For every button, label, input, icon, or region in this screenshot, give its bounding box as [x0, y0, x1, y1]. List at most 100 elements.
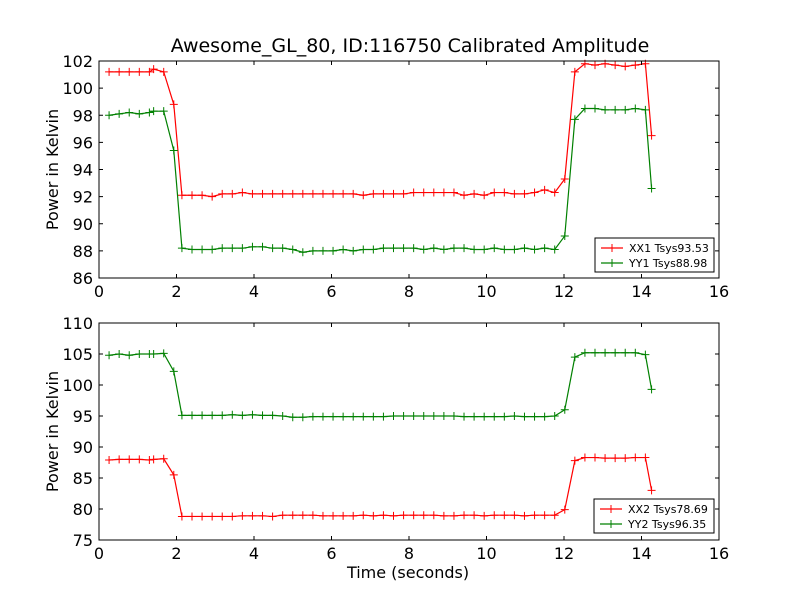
data-point: [419, 188, 428, 197]
data-point: [218, 244, 227, 253]
data-point: [530, 188, 539, 197]
data-point: [125, 351, 134, 360]
data-point: [510, 511, 519, 520]
y-tick-label: 75: [73, 531, 93, 550]
data-point: [611, 454, 620, 463]
data-point: [389, 511, 398, 520]
data-point: [278, 511, 287, 520]
y-tick-label: 80: [73, 500, 93, 519]
data-point: [268, 512, 277, 521]
data-point: [125, 67, 134, 76]
data-point: [601, 105, 610, 114]
data-point: [329, 246, 338, 255]
x-tick-label: 4: [249, 282, 259, 301]
x-tick-label: 10: [476, 282, 496, 301]
data-point: [278, 189, 287, 198]
data-point: [580, 453, 589, 462]
data-point: [631, 61, 640, 70]
data-point: [339, 189, 348, 198]
data-point: [268, 189, 277, 198]
data-point: [409, 188, 418, 197]
legend-swatch-marker: [608, 244, 616, 252]
data-point: [258, 189, 267, 198]
data-point: [238, 188, 247, 197]
data-point: [115, 350, 124, 358]
data-point: [188, 512, 196, 521]
data-point: [510, 412, 519, 420]
data-point: [359, 191, 368, 200]
data-point: [520, 244, 529, 253]
data-point: [647, 131, 656, 140]
x-tick-label: 8: [404, 544, 414, 563]
data-point: [238, 411, 247, 420]
data-point: [591, 348, 599, 357]
data-point: [460, 191, 469, 200]
data-point: [308, 412, 317, 421]
y-tick-label: 86: [73, 269, 93, 288]
data-point: [560, 405, 569, 414]
data-point: [439, 188, 448, 197]
x-tick-label: 16: [709, 282, 729, 301]
data-point: [449, 244, 458, 253]
data-point: [480, 412, 489, 421]
data-point: [611, 105, 620, 114]
chart-panel-top: 0 2 4 6 8 10 12 14 16 86 88 90 92 94 96 98 100 102 Power i…: [43, 52, 729, 301]
data-point: [288, 511, 297, 520]
legend-entry-label: XX2 Tsys78.69: [628, 503, 708, 516]
y-tick-label: 110: [62, 314, 93, 333]
data-point: [631, 104, 640, 113]
data-point: [611, 61, 620, 70]
x-tick-label: 4: [249, 544, 259, 563]
data-point: [449, 511, 458, 520]
data-point: [125, 108, 134, 117]
data-point: [621, 62, 630, 71]
data-point: [298, 413, 307, 422]
data-point: [399, 189, 408, 198]
data-point: [159, 67, 168, 76]
data-point: [439, 511, 448, 520]
data-point: [188, 245, 196, 254]
data-point: [429, 511, 438, 520]
data-point: [248, 189, 257, 198]
data-point: [149, 350, 158, 358]
series-line-p1-s0: [109, 456, 653, 518]
data-point: [177, 411, 186, 420]
data-point: [480, 191, 489, 200]
data-point: [641, 105, 650, 114]
data-point: [198, 512, 207, 521]
data-point: [349, 511, 358, 520]
y-tick-label: 102: [62, 52, 93, 71]
data-point: [105, 67, 114, 76]
data-point: [399, 244, 408, 253]
x-tick-label: 0: [94, 282, 104, 301]
data-point: [359, 245, 368, 254]
data-point: [601, 348, 610, 357]
data-point: [439, 412, 448, 420]
data-point: [248, 410, 257, 419]
data-point: [480, 245, 489, 254]
data-point: [115, 67, 124, 76]
data-point: [570, 67, 579, 76]
data-point: [208, 192, 217, 201]
data-point: [218, 512, 227, 521]
data-point: [115, 455, 124, 464]
legend-swatch-marker: [608, 259, 616, 267]
data-point: [339, 412, 348, 421]
data-point: [188, 191, 196, 200]
data-point: [248, 511, 257, 520]
data-point: [510, 189, 519, 198]
data-point: [149, 65, 158, 74]
legend-box: [594, 237, 715, 273]
data-point: [500, 412, 509, 421]
data-point: [329, 189, 338, 198]
y-tick-label: 90: [73, 438, 93, 457]
data-point: [429, 412, 438, 420]
x-tick-label: 14: [631, 544, 651, 563]
data-point: [188, 411, 196, 420]
data-point: [500, 511, 509, 520]
x-tick-label: 12: [554, 544, 574, 563]
data-point: [621, 454, 630, 463]
data-point: [500, 188, 509, 197]
data-point: [449, 412, 458, 420]
data-point: [145, 456, 154, 465]
